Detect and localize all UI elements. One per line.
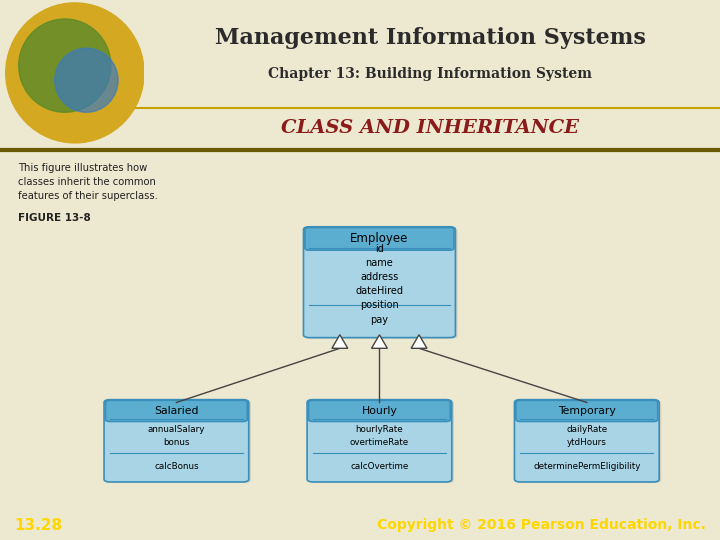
Polygon shape — [332, 335, 348, 348]
Text: Temporary: Temporary — [558, 406, 616, 416]
Text: Salaried: Salaried — [154, 406, 199, 416]
Polygon shape — [372, 335, 387, 348]
Text: id
name
address
dateHired
position: id name address dateHired position — [356, 244, 403, 309]
Text: pay: pay — [371, 315, 389, 325]
FancyBboxPatch shape — [516, 401, 661, 483]
Text: calcOvertime: calcOvertime — [351, 462, 408, 470]
Text: Management Information Systems: Management Information Systems — [215, 27, 645, 49]
Text: features of their superclass.: features of their superclass. — [18, 191, 158, 201]
Circle shape — [6, 3, 144, 143]
Text: Copyright © 2016 Pearson Education, Inc.: Copyright © 2016 Pearson Education, Inc. — [377, 518, 706, 532]
Polygon shape — [411, 335, 427, 348]
Circle shape — [55, 48, 118, 112]
Circle shape — [19, 19, 111, 112]
Text: hourlyRate
overtimeRate: hourlyRate overtimeRate — [350, 426, 409, 447]
FancyBboxPatch shape — [514, 400, 660, 482]
FancyBboxPatch shape — [104, 400, 249, 482]
Text: 13.28: 13.28 — [14, 518, 63, 532]
Text: determinePermEligibility: determinePermEligibility — [533, 462, 641, 470]
FancyBboxPatch shape — [310, 401, 454, 483]
FancyBboxPatch shape — [516, 400, 658, 422]
FancyBboxPatch shape — [305, 228, 458, 339]
Text: FIGURE 13-8: FIGURE 13-8 — [18, 213, 91, 222]
FancyBboxPatch shape — [305, 227, 454, 250]
FancyBboxPatch shape — [308, 400, 451, 422]
Text: calcBonus: calcBonus — [154, 462, 199, 470]
FancyBboxPatch shape — [307, 400, 452, 482]
Text: This figure illustrates how: This figure illustrates how — [18, 163, 148, 173]
Text: classes inherit the common: classes inherit the common — [18, 177, 156, 187]
Text: Chapter 13: Building Information System: Chapter 13: Building Information System — [268, 67, 592, 81]
FancyBboxPatch shape — [105, 400, 248, 422]
FancyBboxPatch shape — [304, 227, 456, 338]
Text: Hourly: Hourly — [361, 406, 397, 416]
FancyBboxPatch shape — [107, 401, 251, 483]
Text: dailyRate
ytdHours: dailyRate ytdHours — [566, 426, 608, 447]
Text: CLASS AND INHERITANCE: CLASS AND INHERITANCE — [281, 119, 579, 137]
Text: annualSalary
bonus: annualSalary bonus — [148, 426, 205, 447]
Text: Employee: Employee — [350, 232, 409, 245]
